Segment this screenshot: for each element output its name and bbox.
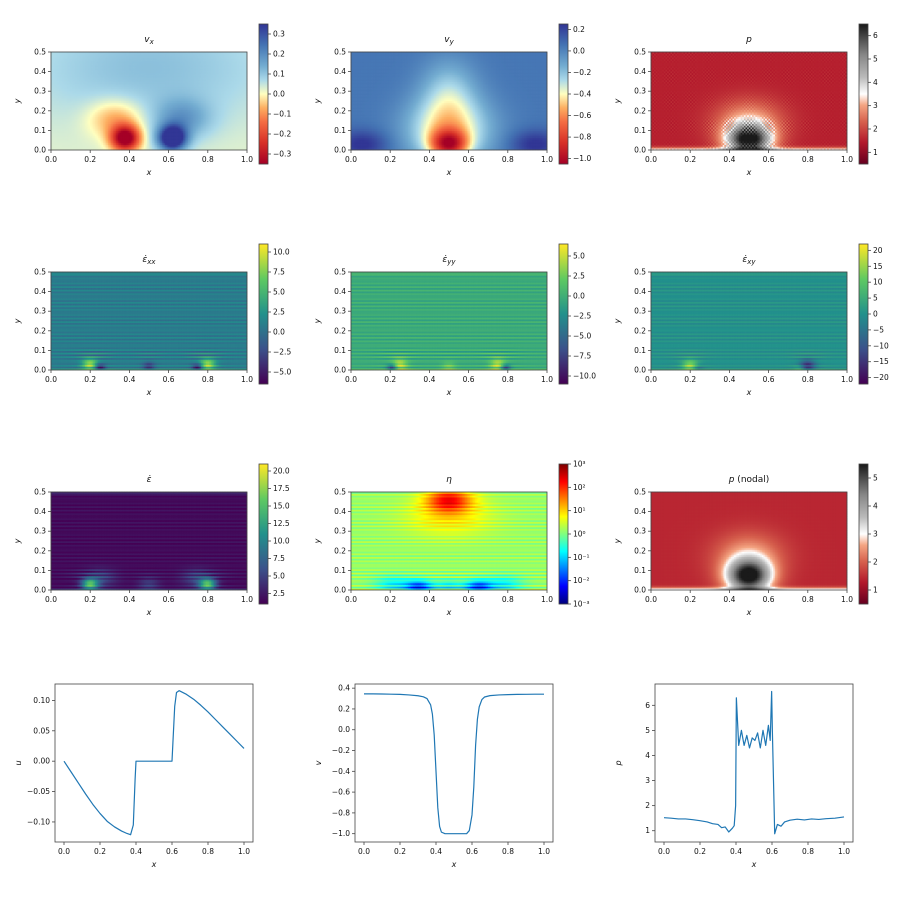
eta-heatmap-canvas bbox=[305, 452, 605, 664]
eps-ii-heatmap-canvas bbox=[5, 452, 305, 664]
profile-u-line-canvas bbox=[5, 672, 305, 884]
subplot-vy bbox=[305, 12, 605, 224]
subplot-profile-u bbox=[5, 672, 305, 884]
subplot-profile-v bbox=[305, 672, 605, 884]
subplot-p bbox=[605, 12, 905, 224]
subplot-eps-xy bbox=[605, 232, 905, 444]
subplot-eta bbox=[305, 452, 605, 664]
subplot-eps-xx bbox=[5, 232, 305, 444]
subplot-p-nodal bbox=[605, 452, 905, 664]
p-nodal-heatmap-canvas bbox=[605, 452, 905, 664]
eps-yy-heatmap-canvas bbox=[305, 232, 605, 444]
subplot-profile-p bbox=[605, 672, 905, 884]
figure-grid bbox=[5, 12, 905, 884]
subplot-vx bbox=[5, 12, 305, 224]
eps-xx-heatmap-canvas bbox=[5, 232, 305, 444]
vy-heatmap-canvas bbox=[305, 12, 605, 224]
profile-v-line-canvas bbox=[305, 672, 605, 884]
eps-xy-heatmap-canvas bbox=[605, 232, 905, 444]
profile-p-line-canvas bbox=[605, 672, 905, 884]
vx-heatmap-canvas bbox=[5, 12, 305, 224]
subplot-eps-ii bbox=[5, 452, 305, 664]
subplot-eps-yy bbox=[305, 232, 605, 444]
p-heatmap-canvas bbox=[605, 12, 905, 224]
